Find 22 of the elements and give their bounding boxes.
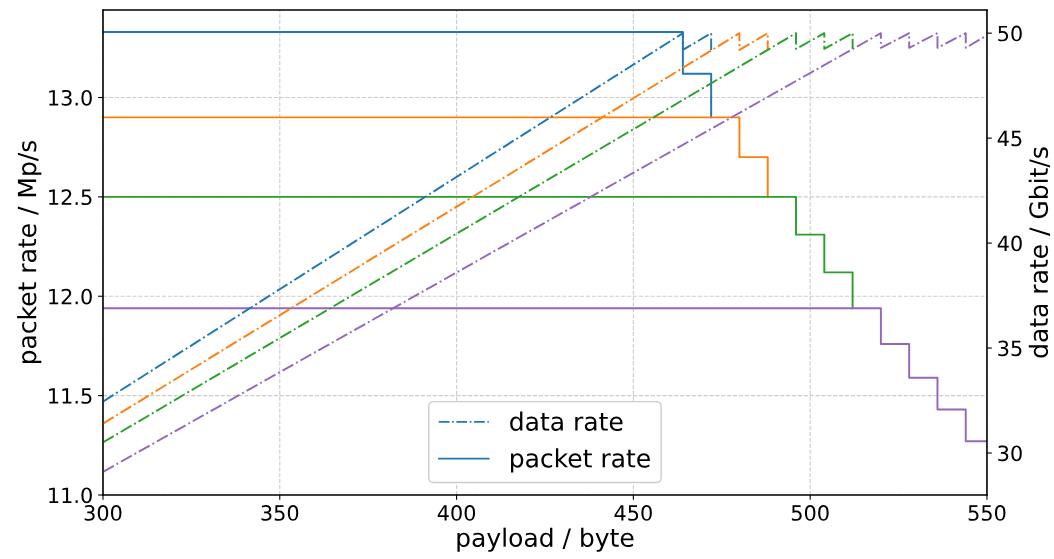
legend-label: packet rate [511,448,650,473]
y-tick-label: 13.0 [49,89,92,106]
y2-tick-label: 40 [997,235,1022,252]
y2-axis-title: data rate / Gbit/s [1028,147,1051,358]
y2-tick-label: 30 [998,445,1022,462]
line-series [102,32,987,473]
x-tick-label: 500 [791,505,829,521]
y-axis-title: packet rate / Mp/s [17,140,42,364]
y-tick-label: 12.5 [49,189,92,206]
x-tick-label: 450 [614,505,652,521]
x-tick-label: 300 [84,505,122,521]
y-tick-label: 12.0 [49,288,92,305]
y-tick-label: 11.0 [49,487,92,504]
x-tick-label: 550 [968,505,1006,521]
y-tick-label: 11.5 [49,388,92,404]
x-tick-label: 350 [261,505,299,521]
legend-label: data rate [510,411,623,431]
y2-tick-label: 45 [997,130,1022,147]
y2-tick-label: 35 [998,340,1022,357]
y2-tick-label: 50 [998,25,1022,42]
x-tick-label: 400 [437,505,476,521]
x-axis-title: payload / byte [457,527,634,552]
